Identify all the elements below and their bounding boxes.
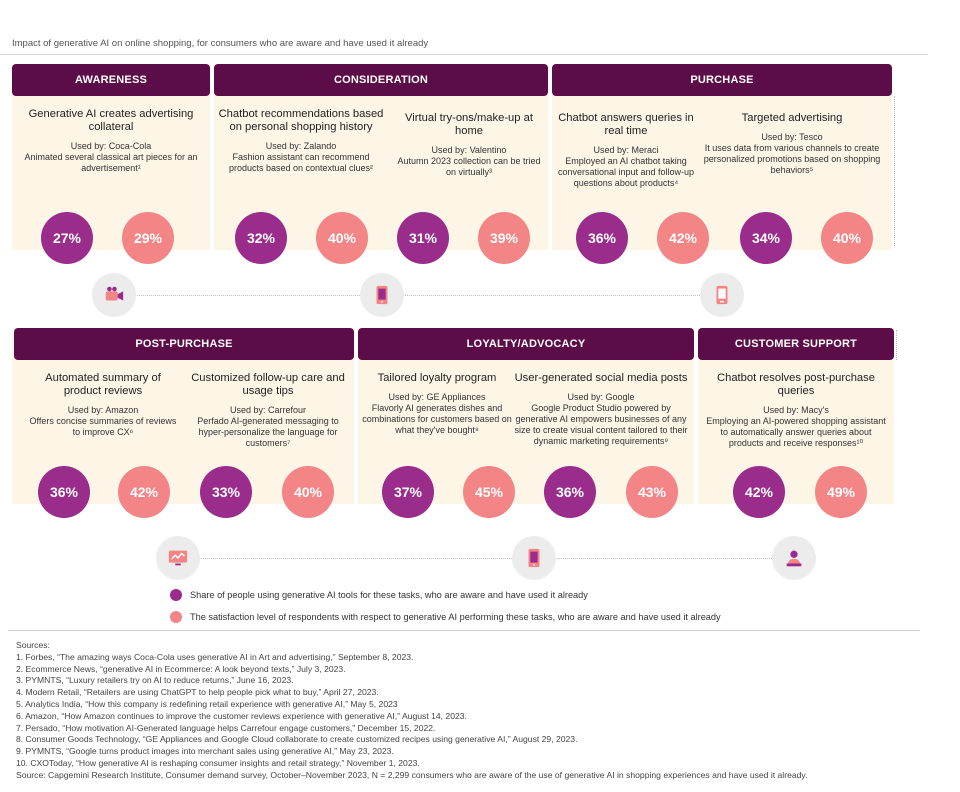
source-note: Source: Capgemini Research Institute, Co… [16, 769, 808, 780]
satisfaction-value-chatbot-recommendations: 40% [316, 212, 368, 264]
row2-right-edge [896, 330, 897, 360]
sources-heading: Sources: [16, 640, 50, 650]
card-description: Animated several classical art pieces fo… [24, 152, 198, 173]
card-post-purchase-chatbot: Chatbot resolves post-purchase queries U… [704, 372, 888, 449]
card-used-by: Used by: Google [567, 392, 635, 402]
card-title: Chatbot recommendations based on persona… [218, 108, 384, 133]
source-item: 7. Persado, “How motivation AI-Generated… [16, 722, 436, 733]
share-value-social-media-posts: 36% [544, 466, 596, 518]
legend-satisfaction-label: The satisfaction level of respondents wi… [190, 612, 721, 622]
chart-title: Impact of generative AI on online shoppi… [12, 38, 429, 49]
card-used-by: Used by: Tesco [761, 132, 823, 142]
mobile-phone-icon [360, 273, 404, 317]
card-review-summary: Automated summary of product reviews Use… [28, 372, 178, 438]
source-item: 1. Forbes, “The amazing ways Coca-Cola u… [16, 651, 414, 662]
card-used-by: Used by: Macy's [763, 405, 829, 415]
legend-satisfaction-swatch [170, 611, 182, 623]
stage-header-customer-support: CUSTOMER SUPPORT [698, 328, 894, 360]
card-title: Automated summary of product reviews [45, 372, 161, 397]
satisfaction-value-chatbot-real-time: 42% [657, 212, 709, 264]
card-used-by: Used by: Meraci [593, 145, 659, 155]
mobile-phone-icon [512, 536, 556, 580]
stage-header-loyalty: LOYALTY/ADVOCACY [358, 328, 694, 360]
source-item: 6. Amazon, “How Amazon continues to impr… [16, 710, 467, 721]
card-title: User-generated social media posts [514, 372, 688, 384]
card-title: Tailored loyalty program [377, 372, 497, 384]
satisfaction-value-loyalty-program: 45% [463, 466, 515, 518]
stage-header-awareness: AWARENESS [12, 64, 210, 96]
source-item: 10. CXOToday, “How generative AI is resh… [16, 757, 420, 768]
card-description: Fashion assistant can recommend products… [228, 152, 374, 173]
sources-divider [8, 630, 920, 631]
share-value-review-summary: 36% [38, 466, 90, 518]
source-item: 8. Consumer Goods Technology, “GE Applia… [16, 734, 578, 745]
share-value-loyalty-program: 37% [382, 466, 434, 518]
card-chatbot-real-time: Chatbot answers queries in real time Use… [556, 112, 696, 189]
legend-share-swatch [170, 589, 182, 601]
video-camera-icon [92, 273, 136, 317]
source-item: 3. PYMNTS, “Luxury retailers try on AI t… [16, 675, 294, 686]
card-description: Flavorly AI generates dishes and combina… [362, 403, 512, 435]
card-description: Employing an AI-powered shopping assista… [706, 416, 886, 448]
card-title: Customized follow-up care and usage tips [191, 372, 345, 397]
connector-line-row2 [178, 558, 794, 559]
card-used-by: Used by: Carrefour [229, 405, 307, 415]
satisfaction-value-review-summary: 42% [118, 466, 170, 518]
card-title: Virtual try-ons/make-up at home [405, 112, 533, 137]
card-social-media-posts: User-generated social media posts Used b… [512, 372, 690, 447]
card-description: Offers concise summaries of reviews to i… [29, 416, 177, 437]
satisfaction-value-targeted-advertising: 40% [821, 212, 873, 264]
satisfaction-value-follow-up-care: 40% [282, 466, 334, 518]
legend-share-label: Share of people using generative AI tool… [190, 590, 588, 600]
source-item: 4. Modern Retail, “Retailers are using C… [16, 687, 379, 698]
card-used-by: Used by: GE Appliances [388, 392, 486, 402]
card-loyalty-program: Tailored loyalty program Used by: GE App… [362, 372, 512, 436]
source-item: 9. PYMNTS, “Google turns product images … [16, 746, 394, 757]
share-value-follow-up-care: 33% [200, 466, 252, 518]
card-used-by: Used by: Coca-Cola [70, 141, 152, 151]
row1-right-edge [894, 96, 895, 246]
smartphone-icon [700, 273, 744, 317]
satisfaction-value-social-media-posts: 43% [626, 466, 678, 518]
connector-line-row1 [114, 295, 722, 296]
title-divider [0, 54, 928, 55]
card-ad-collateral: Generative AI creates advertising collat… [22, 108, 200, 174]
card-description: Google Product Studio powered by generat… [514, 403, 688, 446]
stage-header-consideration: CONSIDERATION [214, 64, 548, 96]
card-title: Chatbot answers queries in real time [558, 112, 694, 137]
card-targeted-advertising: Targeted advertising Used by: Tesco It u… [700, 112, 884, 176]
share-value-chatbot-recommendations: 32% [235, 212, 287, 264]
share-value-virtual-try-ons: 31% [397, 212, 449, 264]
satisfaction-value-virtual-try-ons: 39% [478, 212, 530, 264]
share-value-post-purchase-chatbot: 42% [733, 466, 785, 518]
share-value-ad-collateral: 27% [41, 212, 93, 264]
source-item: 2. Ecommerce News, “generative AI in Eco… [16, 663, 346, 674]
sources-list: Sources: 1. Forbes, “The amazing ways Co… [16, 640, 807, 782]
card-title: Generative AI creates advertising collat… [28, 108, 194, 133]
stage-header-post-purchase: POST-PURCHASE [14, 328, 354, 360]
share-value-chatbot-real-time: 36% [576, 212, 628, 264]
card-title: Chatbot resolves post-purchase queries [717, 372, 875, 397]
card-title: Targeted advertising [741, 112, 843, 124]
card-used-by: Used by: Zalando [265, 141, 337, 151]
band-awareness [12, 70, 210, 250]
legend-share: Share of people using generative AI tool… [170, 589, 588, 601]
card-virtual-try-ons: Virtual try-ons/make-up at home Used by:… [394, 112, 544, 178]
card-description: Autumn 2023 collection can be tried on v… [397, 156, 541, 177]
legend-satisfaction: The satisfaction level of respondents wi… [170, 611, 721, 623]
card-description: Perfado AI-generated messaging to hyper-… [197, 416, 339, 448]
card-follow-up-care: Customized follow-up care and usage tips… [188, 372, 348, 449]
card-used-by: Used by: Amazon [67, 405, 139, 415]
source-item: 5. Analytics India, “How this company is… [16, 698, 398, 709]
monitor-chart-icon [156, 536, 200, 580]
card-description: Employed an AI chatbot taking conversati… [557, 156, 695, 188]
card-used-by: Used by: Valentino [431, 145, 507, 155]
satisfaction-value-post-purchase-chatbot: 49% [815, 466, 867, 518]
share-value-targeted-advertising: 34% [740, 212, 792, 264]
card-chatbot-recommendations: Chatbot recommendations based on persona… [216, 108, 386, 174]
satisfaction-value-ad-collateral: 29% [122, 212, 174, 264]
customer-agent-icon [772, 536, 816, 580]
card-description: It uses data from various channels to cr… [703, 143, 881, 175]
stage-header-purchase: PURCHASE [552, 64, 892, 96]
